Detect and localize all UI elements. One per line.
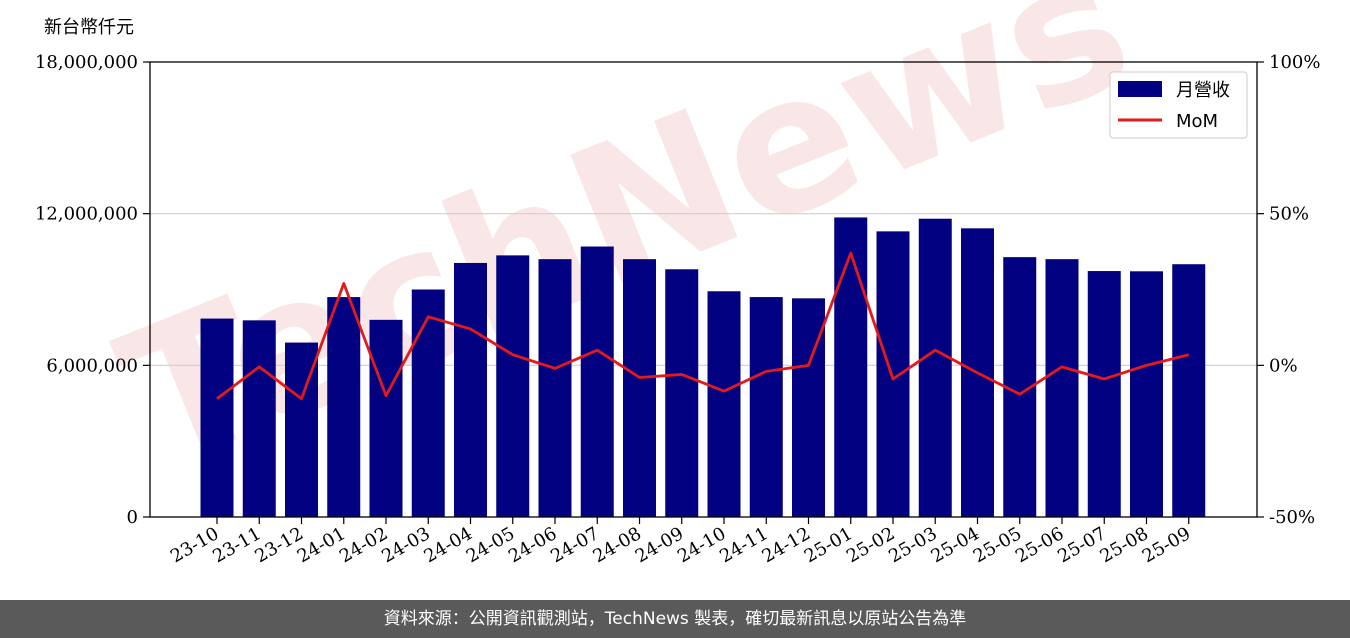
bar-25-07: [1087, 271, 1121, 517]
plot-frame: [149, 61, 1258, 518]
y2-tick-label-0: -50%: [1269, 507, 1315, 528]
bar-24-10: [707, 291, 741, 517]
y-axis-unit-label: 新台幣仟元: [44, 17, 134, 38]
y2-tick-label-3: 100%: [1269, 52, 1320, 73]
bar-25-09: [1172, 264, 1206, 517]
y2-tick-label-1: 0%: [1269, 355, 1298, 376]
bar-24-02: [369, 319, 403, 517]
bar-24-11: [749, 297, 783, 517]
bar-25-08: [1130, 271, 1163, 517]
legend-bar-swatch: [1118, 81, 1162, 97]
x-tick-label-25-09: 25-09: [1139, 523, 1194, 567]
y2-tick-label-2: 50%: [1269, 204, 1309, 225]
y-tick-label-0: 0: [127, 507, 138, 528]
revenue-chart: TechNews 06,000,00012,000,00018,000,000-…: [35, 0, 1321, 567]
mom-line-series: [216, 251, 1190, 401]
bar-23-11: [242, 320, 276, 517]
bar-23-10: [200, 318, 234, 517]
legend-line-label: MoM: [1176, 111, 1218, 132]
legend: 月營收 MoM: [1109, 71, 1248, 139]
bar-25-06: [1045, 259, 1079, 517]
y-tick-label-1: 6,000,000: [46, 355, 138, 376]
bar-24-05: [496, 255, 530, 517]
bar-25-02: [876, 231, 910, 517]
bar-24-03: [411, 289, 445, 517]
source-footer: 資料來源：公開資訊觀測站，TechNews 製表，確切最新訊息以原站公告為準: [0, 600, 1350, 638]
bar-25-01: [834, 217, 868, 518]
y-tick-label-2: 12,000,000: [35, 204, 138, 225]
bar-24-04: [454, 262, 487, 517]
legend-bar-label: 月營收: [1176, 80, 1230, 101]
bar-25-03: [918, 218, 952, 517]
bar-series: [200, 217, 1206, 518]
bar-24-06: [538, 259, 572, 517]
mom-line: [216, 251, 1190, 401]
bar-24-08: [623, 259, 656, 517]
bar-24-01: [327, 297, 361, 517]
y-tick-label-3: 18,000,000: [35, 52, 138, 73]
bar-24-07: [580, 246, 614, 517]
bar-24-09: [665, 269, 699, 517]
